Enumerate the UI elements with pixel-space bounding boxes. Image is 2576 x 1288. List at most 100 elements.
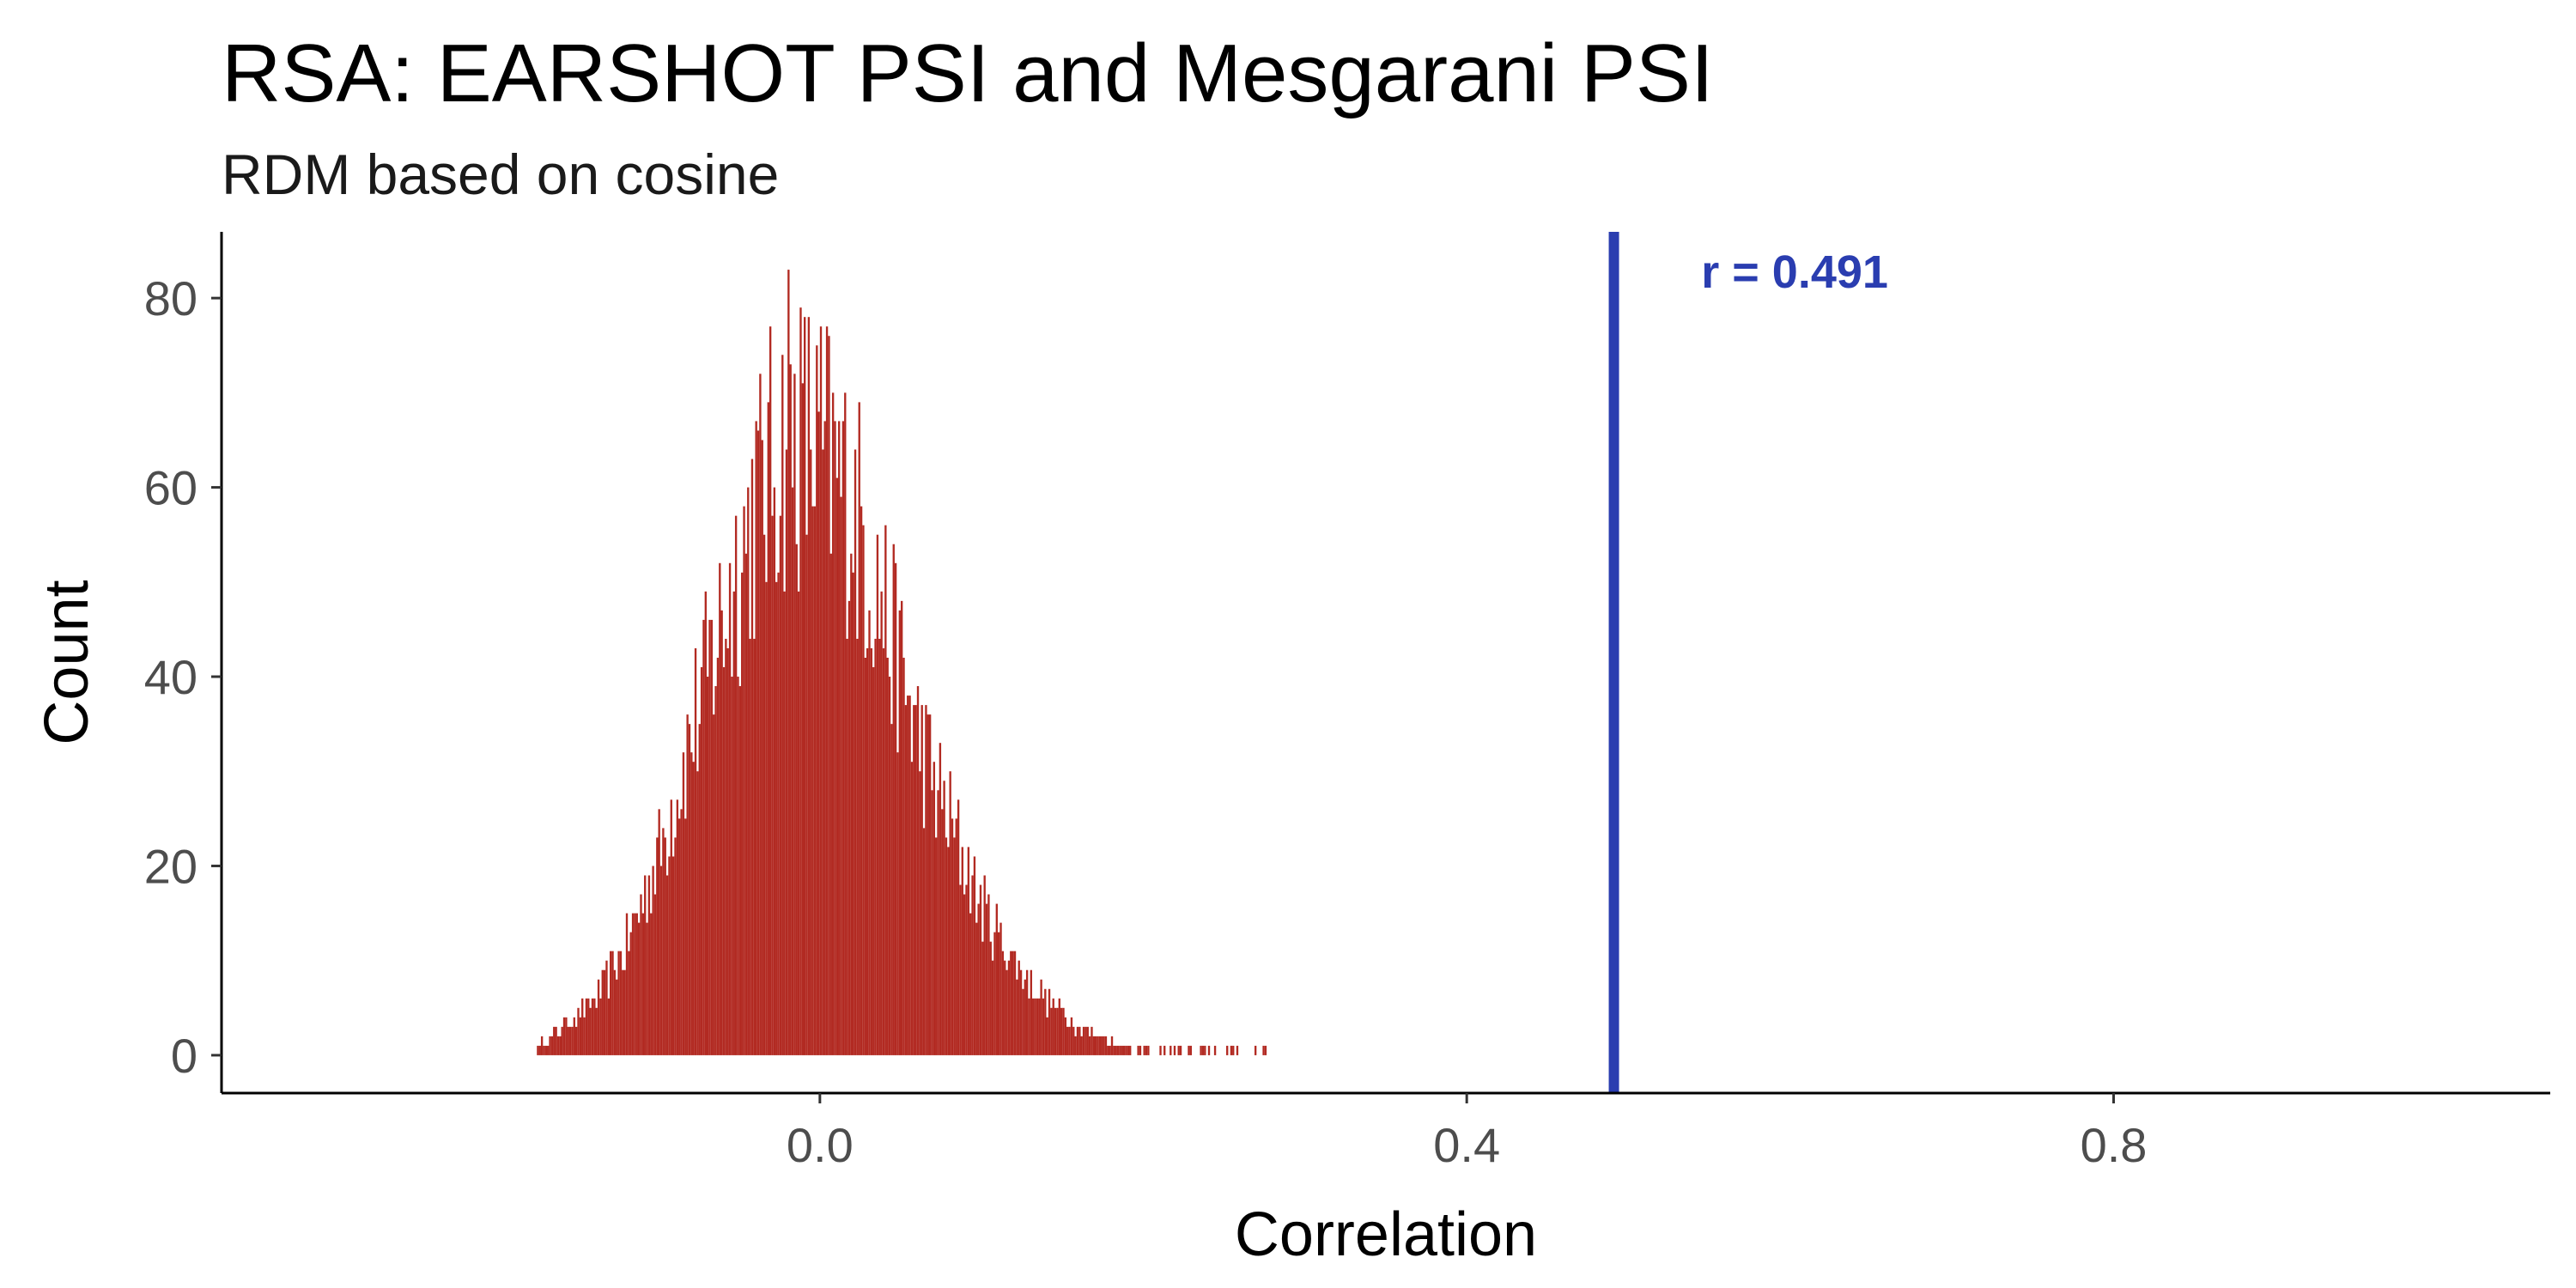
histogram-bar: [959, 884, 962, 1055]
histogram-bar: [668, 856, 671, 1055]
histogram-bar: [1016, 979, 1018, 1055]
histogram-bar: [854, 449, 857, 1055]
histogram-bar: [858, 402, 860, 1055]
histogram-bar: [589, 1007, 592, 1055]
histogram-bar: [634, 913, 636, 1055]
histogram-bar: [804, 317, 806, 1055]
histogram-bar: [741, 572, 744, 1055]
histogram-bar: [937, 790, 939, 1055]
histogram-bar: [743, 506, 745, 1055]
histogram-bar: [953, 837, 956, 1055]
histogram-bar: [797, 591, 800, 1055]
histogram-bar: [985, 903, 988, 1055]
histogram-bar: [728, 562, 732, 1055]
histogram-bar: [583, 1017, 586, 1055]
histogram-bar: [670, 799, 672, 1055]
histogram-bar: [587, 998, 590, 1055]
histogram-bar: [720, 610, 723, 1055]
histogram-bar: [756, 430, 760, 1055]
histogram-bar: [1042, 998, 1045, 1055]
histogram-bar: [1122, 1045, 1126, 1055]
histogram-bar: [838, 421, 841, 1055]
histogram-bar: [1098, 1036, 1102, 1055]
histogram-bar: [856, 638, 859, 1055]
histogram-bar: [787, 270, 790, 1055]
histogram-bar: [963, 894, 966, 1055]
histogram-bar: [813, 506, 817, 1055]
histogram-bar: [755, 421, 757, 1055]
histogram-bar: [939, 743, 942, 1055]
histogram-bar: [823, 421, 826, 1055]
histogram-bar: [914, 705, 917, 1055]
histogram-bar: [810, 449, 812, 1055]
histogram-bar: [1226, 1045, 1229, 1055]
histogram-bar: [726, 647, 729, 1055]
histogram-bar: [640, 894, 642, 1055]
histogram-bar: [1028, 998, 1030, 1055]
histogram-bar: [1018, 960, 1020, 1055]
histogram-bar: [795, 544, 798, 1055]
histogram-bar: [555, 1026, 557, 1055]
x-tick-label: 0.0: [787, 1118, 854, 1172]
histogram-bar: [637, 922, 641, 1055]
y-tick-label: 40: [144, 650, 197, 704]
histogram-bar: [610, 951, 612, 1055]
histogram-bar: [955, 818, 957, 1055]
histogram-bar: [876, 534, 879, 1055]
histogram-bar: [840, 496, 842, 1055]
histogram-bar: [1121, 1045, 1123, 1055]
histogram-bar: [919, 771, 921, 1055]
histogram-bar: [652, 866, 654, 1055]
histogram-bar: [1052, 998, 1054, 1055]
histogram-bar: [1188, 1045, 1190, 1055]
chart-subtitle: RDM based on cosine: [222, 143, 779, 206]
histogram-bar: [568, 1026, 572, 1055]
histogram-bar: [1207, 1045, 1211, 1055]
histogram-bar: [825, 326, 829, 1055]
histogram-bar: [819, 326, 823, 1055]
histogram-bar: [894, 562, 897, 1055]
histogram-bar: [904, 705, 908, 1055]
histogram-bar: [1125, 1045, 1127, 1055]
histogram-bar: [779, 515, 782, 1055]
histogram-bar: [886, 657, 889, 1055]
histogram-bar: [716, 657, 720, 1055]
histogram-bar: [880, 591, 883, 1055]
histogram-bar: [941, 809, 944, 1055]
histogram-bar: [1012, 951, 1014, 1055]
histogram-bar: [616, 979, 618, 1055]
histogram-bar: [981, 941, 984, 1055]
histogram-bar: [1137, 1045, 1139, 1055]
histogram-bar: [738, 686, 742, 1055]
histogram-bar: [979, 884, 982, 1055]
histogram-bar: [1001, 951, 1005, 1055]
histogram-bar: [605, 960, 608, 1055]
histogram-bar: [971, 875, 974, 1055]
histogram-bar: [868, 610, 871, 1055]
histogram-bar: [1044, 988, 1047, 1055]
histogram-bar: [1019, 969, 1023, 1055]
histogram-bar: [1103, 1036, 1105, 1055]
chart-title: RSA: EARSHOT PSI and Mesgarani PSI: [222, 27, 1714, 119]
histogram-bar: [828, 336, 830, 1055]
histogram-bar: [1038, 998, 1041, 1055]
histogram-bar: [793, 374, 796, 1055]
histogram-bar: [1254, 1045, 1257, 1055]
histogram-bar: [866, 647, 869, 1055]
histogram-bar: [725, 638, 727, 1055]
histogram-bar: [993, 932, 996, 1055]
histogram-bar: [714, 686, 717, 1055]
histogram-bar: [1232, 1045, 1235, 1055]
histogram-bar: [702, 619, 705, 1055]
histogram-bar: [987, 894, 990, 1055]
histogram-bar: [562, 1017, 566, 1055]
histogram-bar: [1213, 1045, 1217, 1055]
histogram-bar: [767, 402, 769, 1055]
histogram-bar: [671, 856, 675, 1055]
histogram-bar: [783, 591, 786, 1055]
histogram-bar: [762, 534, 766, 1055]
histogram-bar: [664, 837, 666, 1055]
histogram-bar: [957, 799, 960, 1055]
histogram-bar: [773, 487, 776, 1055]
